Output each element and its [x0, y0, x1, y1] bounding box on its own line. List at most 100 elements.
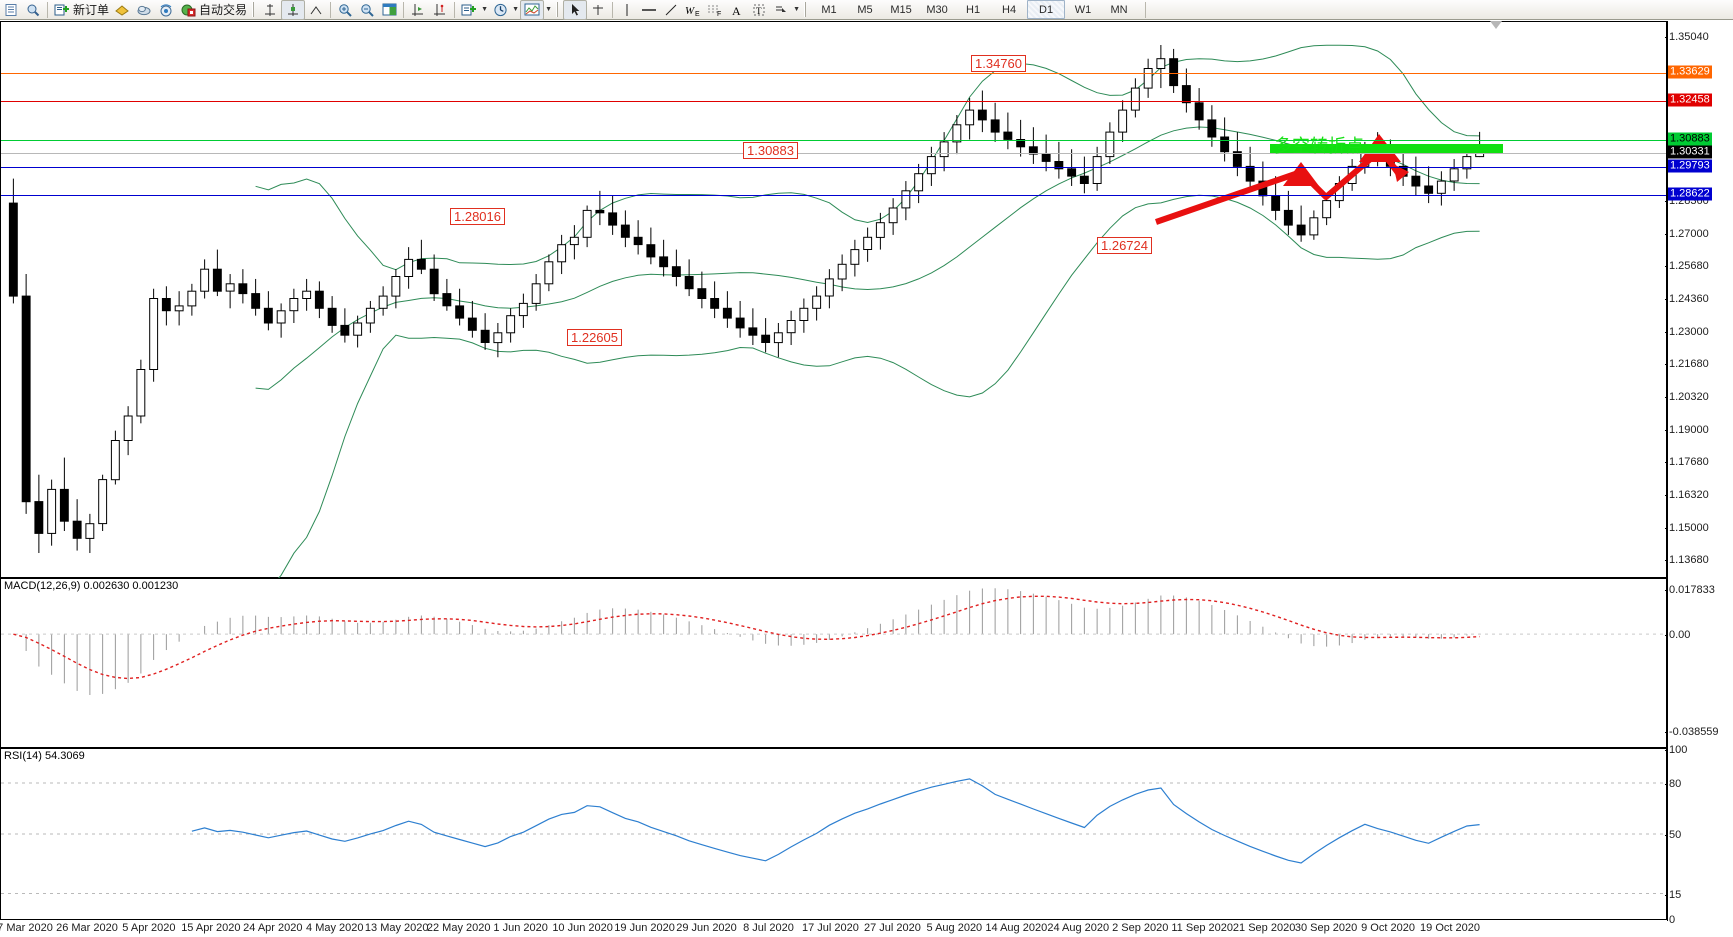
vline-icon[interactable]: [616, 1, 638, 19]
crosshair-icon[interactable]: [259, 1, 281, 19]
rsi-tick: 100: [1664, 744, 1688, 756]
macd-layer: [1, 588, 1666, 696]
date-tick-label: 29 Jun 2020: [676, 922, 737, 934]
auto-trading-icon[interactable]: [177, 1, 199, 19]
price-tick: 1.23000: [1665, 325, 1709, 338]
price-axis[interactable]: 1.350401.283601.270001.256801.243601.230…: [1664, 21, 1733, 926]
toolbar-grip[interactable]: [252, 2, 257, 17]
price-level-line: [1, 101, 1666, 103]
macd-label: MACD(12,26,9) 0.002630 0.001230: [4, 580, 179, 592]
line-chart-icon[interactable]: [305, 1, 327, 19]
macd-pane[interactable]: MACD(12,26,9) 0.002630 0.001230: [0, 578, 1667, 748]
timeframe-m15[interactable]: M15: [890, 3, 912, 16]
price-level-tag: 1.33629: [1668, 65, 1712, 79]
toolbar-grip-2[interactable]: [556, 2, 561, 17]
grid-icon[interactable]: [378, 1, 400, 19]
price-level-tag: 1.32458: [1668, 93, 1712, 107]
price-annotation-tag: 1.34760: [971, 55, 1026, 72]
price-tick: 1.17680: [1665, 455, 1709, 468]
cursor-icon[interactable]: [563, 0, 588, 20]
price-level-line: [1, 72, 1666, 74]
price-annotation-tag: 1.30883: [743, 142, 798, 159]
period-dropdown-icon[interactable]: ▼: [512, 6, 519, 13]
date-tick-label: 7 Mar 2020: [0, 922, 53, 934]
date-tick-label: 22 May 2020: [426, 922, 491, 934]
shapes-dropdown-icon[interactable]: ▼: [793, 6, 800, 13]
date-tick-label: 1 Jun 2020: [493, 922, 548, 934]
date-tick-label: 17 Jul 2020: [801, 922, 859, 934]
templates-icon[interactable]: [520, 0, 545, 20]
shift-end-icon[interactable]: [429, 1, 451, 19]
date-axis[interactable]: 7 Mar 2020 26 Mar 2020 5 Apr 2020 15 Apr 20…: [0, 920, 1667, 937]
price-level-line: [1, 166, 1666, 168]
date-tick-label: 5 Apr 2020: [122, 922, 176, 934]
new-order-icon[interactable]: [51, 1, 73, 19]
price-level-tag: 1.29793: [1668, 159, 1712, 173]
crosshair-tool-icon[interactable]: [587, 1, 609, 19]
timeframe-d1[interactable]: D1: [1027, 0, 1066, 19]
price-tick: 1.27000: [1665, 227, 1709, 240]
date-tick-label: 26 Mar 2020: [56, 922, 118, 934]
period-icon[interactable]: [489, 1, 511, 19]
price-tick: 1.21680: [1665, 358, 1709, 371]
price-tick: 1.35040: [1665, 31, 1709, 44]
timeframe-mn[interactable]: MN: [1110, 3, 1128, 16]
cloud-icon[interactable]: [133, 1, 155, 19]
price-tick: 1.13680: [1665, 553, 1709, 566]
price-level-tag: 1.28622: [1668, 187, 1712, 201]
price-chart-pane[interactable]: 1.34760 1.30883 1.28016 1.22605 1.26724 多空转折…: [0, 21, 1667, 591]
timeframe-m1[interactable]: M1: [821, 3, 837, 16]
date-tick-label: 27 Jul 2020: [863, 922, 921, 934]
price-tick: 1.15000: [1665, 521, 1709, 534]
price-level-tag: 1.30883: [1668, 132, 1712, 146]
hline-icon[interactable]: [638, 1, 660, 19]
trendline-icon[interactable]: [660, 1, 682, 19]
bar-chart-icon[interactable]: [281, 0, 306, 20]
macd-tick: 0.00: [1664, 629, 1691, 642]
scroll-marker-icon[interactable]: [1490, 21, 1502, 29]
shapes-icon[interactable]: [770, 1, 792, 19]
axis-divider: [1667, 21, 1668, 920]
rsi-tick: 50: [1664, 829, 1682, 841]
date-tick-label: 8 Jul 2020: [743, 922, 794, 934]
timeframe-m5[interactable]: M5: [857, 3, 873, 16]
fibonacci-icon[interactable]: F: [704, 1, 726, 19]
price-tick: 1.25680: [1665, 260, 1709, 273]
date-tick-label: 5 Aug 2020: [926, 922, 983, 934]
label-icon[interactable]: T: [748, 1, 770, 19]
price-level-tag: 1.30331: [1668, 145, 1712, 159]
shift-icon[interactable]: [407, 1, 429, 19]
list-icon[interactable]: [0, 1, 22, 19]
timeframe-h1[interactable]: H1: [966, 3, 981, 16]
indicators-dropdown-icon[interactable]: ▼: [481, 6, 488, 13]
price-annotation-tag: 1.22605: [567, 329, 622, 346]
zoom-in-icon[interactable]: [334, 1, 356, 19]
price-tick: 1.20320: [1665, 391, 1709, 404]
svg-text:W: W: [685, 5, 695, 17]
text-icon[interactable]: A: [726, 1, 748, 19]
rsi-pane[interactable]: RSI(14) 54.3069: [0, 748, 1667, 920]
turning-point-annotation: 多空转折点: [1274, 136, 1364, 157]
date-tick-label: 4 May 2020: [306, 922, 364, 934]
ea-icon[interactable]: [111, 1, 133, 19]
signal-icon[interactable]: [155, 1, 177, 19]
timeframe-w1[interactable]: W1: [1074, 3, 1092, 16]
svg-text:T: T: [756, 6, 762, 16]
price-tick: 1.24360: [1665, 292, 1709, 305]
rsi-layer: [1, 778, 1666, 894]
date-tick-label: 14 Aug 2020: [985, 922, 1048, 934]
templates-dropdown-icon[interactable]: ▼: [545, 6, 552, 13]
magnifier-icon[interactable]: [22, 1, 44, 19]
new-order-label[interactable]: 新订单: [73, 3, 110, 17]
timeframe-m30[interactable]: M30: [926, 3, 948, 16]
date-tick-label: 19 Jun 2020: [614, 922, 675, 934]
date-tick-label: 24 Apr 2020: [243, 922, 303, 934]
indicators-icon[interactable]: [458, 1, 480, 19]
timeframe-h4[interactable]: H4: [1002, 3, 1017, 16]
zoom-out-icon[interactable]: [356, 1, 378, 19]
price-tick: 1.16320: [1665, 489, 1709, 502]
rsi-tick: 80: [1664, 778, 1682, 790]
toolbar-grip-3[interactable]: [804, 2, 809, 17]
auto-trading-label[interactable]: 自动交易: [199, 3, 248, 17]
